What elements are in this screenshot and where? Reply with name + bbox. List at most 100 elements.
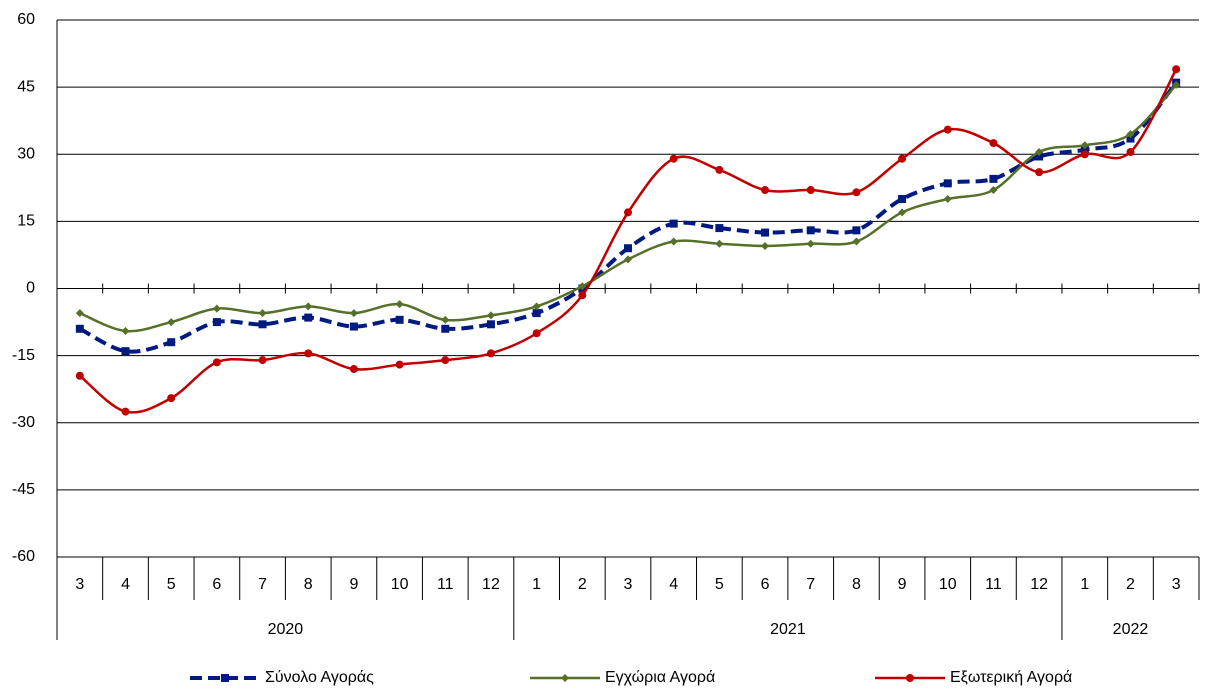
y-tick-label: 30 [17, 145, 35, 162]
marker [349, 309, 358, 318]
marker [624, 255, 632, 264]
marker [761, 186, 770, 195]
marker [395, 315, 404, 324]
marker [532, 302, 541, 311]
marker [349, 365, 358, 374]
x-group-label: 2021 [770, 621, 806, 638]
marker [1126, 148, 1135, 157]
x-group-label: 2020 [268, 621, 304, 638]
marker [167, 338, 176, 347]
marker [441, 315, 450, 324]
marker [258, 356, 267, 365]
marker [349, 322, 358, 331]
marker [395, 360, 404, 369]
x-tick-label: 2 [578, 576, 587, 593]
marker [532, 309, 541, 318]
marker [121, 347, 130, 356]
marker [258, 320, 267, 329]
marker [852, 237, 861, 246]
marker [806, 239, 815, 248]
x-tick-label: 1 [532, 576, 541, 593]
x-tick-label: 1 [1080, 576, 1089, 593]
marker [121, 407, 130, 416]
y-tick-label: 15 [17, 213, 35, 230]
marker [989, 186, 998, 195]
x-tick-label: 10 [391, 576, 409, 593]
x-tick-label: 7 [806, 576, 815, 593]
marker [221, 674, 229, 682]
marker [561, 674, 569, 682]
x-tick-label: 12 [1030, 576, 1048, 593]
marker [1080, 141, 1089, 150]
legend-label: Εγχώρια Αγορά [605, 669, 715, 686]
x-tick-label: 7 [258, 576, 267, 593]
y-tick-label: -15 [12, 347, 35, 364]
marker [761, 228, 770, 237]
marker [304, 302, 313, 311]
x-tick-label: 3 [1172, 576, 1181, 593]
x-tick-label: 3 [75, 576, 84, 593]
x-tick-label: 11 [985, 576, 1002, 593]
marker [441, 324, 450, 333]
marker [212, 304, 221, 313]
marker [486, 311, 495, 320]
y-tick-label: 60 [17, 11, 35, 28]
marker [989, 139, 998, 148]
marker [715, 224, 724, 233]
x-tick-label: 10 [939, 576, 957, 593]
marker [1172, 65, 1181, 74]
marker [304, 349, 313, 358]
marker [1035, 148, 1044, 157]
marker [75, 324, 84, 333]
marker [669, 154, 678, 163]
marker [1080, 150, 1089, 159]
marker [532, 329, 541, 338]
marker [943, 195, 952, 203]
marker [1035, 152, 1044, 161]
legend-label: Εξωτερική Αγορά [950, 669, 1072, 686]
marker [1035, 168, 1044, 177]
marker [852, 188, 861, 197]
y-tick-label: -30 [12, 414, 35, 431]
x-tick-label: 3 [624, 576, 633, 593]
marker [898, 154, 907, 163]
marker [715, 239, 724, 248]
x-tick-label: 9 [349, 576, 358, 593]
y-tick-label: 45 [17, 78, 35, 95]
marker [1080, 145, 1089, 154]
series-line [79, 84, 1178, 333]
x-tick-label: 6 [761, 576, 770, 593]
x-tick-label: 12 [482, 576, 500, 593]
x-tick-label: 4 [669, 576, 678, 593]
marker [715, 165, 724, 174]
marker [669, 237, 678, 246]
marker [167, 394, 176, 403]
marker [1172, 80, 1181, 89]
x-tick-label: 8 [852, 576, 861, 593]
marker [669, 219, 678, 228]
x-tick-label: 4 [121, 576, 130, 593]
x-tick-label: 8 [304, 576, 313, 593]
marker [906, 674, 914, 682]
marker [75, 309, 84, 318]
x-tick-label: 6 [212, 576, 221, 593]
y-tick-label: -45 [12, 481, 35, 498]
series-line [79, 68, 1178, 414]
marker [761, 241, 770, 250]
marker [943, 179, 952, 188]
marker [578, 282, 587, 291]
marker [898, 208, 907, 217]
marker [624, 244, 632, 253]
marker [1126, 130, 1135, 139]
legend-label: Σύνολο Αγοράς [265, 669, 374, 686]
x-tick-label: 11 [437, 576, 454, 593]
marker [806, 226, 815, 235]
marker [806, 186, 815, 195]
x-tick-label: 2 [1126, 576, 1135, 593]
marker [624, 208, 632, 217]
marker [167, 318, 176, 327]
y-tick-label: 0 [26, 280, 35, 297]
marker [486, 349, 495, 358]
marker [121, 327, 130, 336]
